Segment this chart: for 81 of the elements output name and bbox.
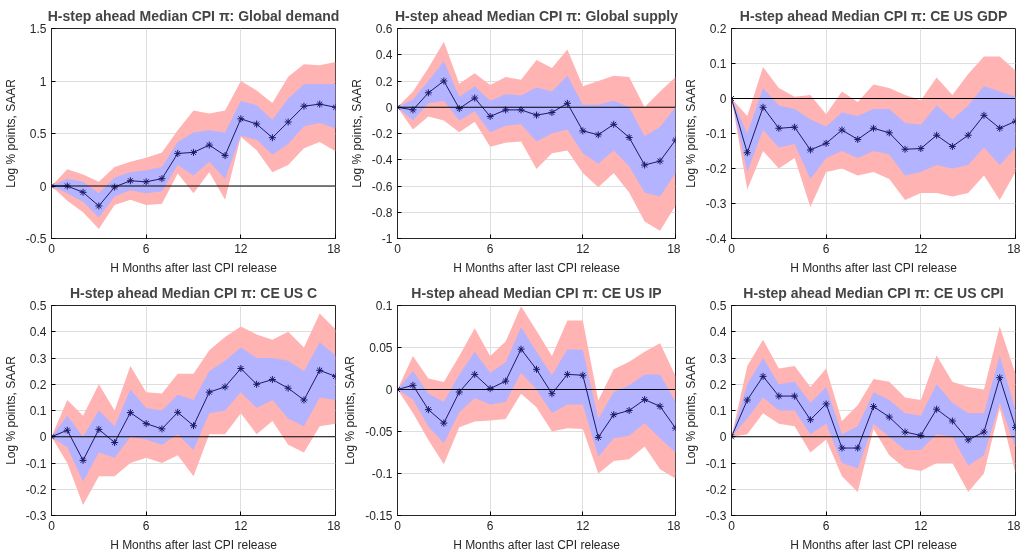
y-tick-label: 0.3	[709, 351, 727, 366]
x-axis-title: H Months after last CPI release	[110, 537, 278, 552]
y-tick-label: -0.4	[371, 153, 393, 168]
y-tick-label: -0.2	[705, 162, 727, 176]
y-tick-label: 0.05	[369, 341, 393, 355]
y-tick-label: -0.3	[705, 509, 727, 523]
x-axis-title: H Months after last CPI release	[790, 537, 958, 552]
chart-title: H-step ahead Median CPI π: CE US IP	[411, 284, 662, 301]
y-tick-label: -0.1	[705, 127, 727, 141]
y-tick-label: -0.2	[371, 127, 393, 141]
y-axis-title: Log % points, SAAR	[349, 78, 364, 188]
x-tick-label: 18	[327, 518, 341, 533]
x-tick-label: 12	[914, 241, 928, 256]
x-tick-label: 18	[667, 518, 681, 533]
y-tick-label: 0.5	[29, 299, 47, 313]
y-tick-label: 0.3	[29, 351, 47, 366]
y-tick-label: -0.15	[365, 509, 393, 523]
chart-title: H-step ahead Median CPI π: Global supply	[395, 7, 679, 24]
x-tick-label: 12	[234, 241, 248, 256]
y-tick-label: -0.2	[705, 482, 727, 497]
x-tick-label: 6	[142, 518, 150, 533]
x-tick-label: 18	[327, 241, 341, 256]
x-tick-label: 6	[142, 241, 150, 256]
y-tick-label: 0.2	[29, 377, 47, 392]
y-tick-label: -0.6	[371, 179, 393, 194]
y-tick-label: -0.1	[705, 456, 727, 471]
y-tick-label: 0.4	[29, 325, 47, 340]
chart-title: H-step ahead Median CPI π: CE US C	[69, 284, 318, 301]
x-tick-label: 18	[1007, 518, 1021, 533]
y-tick-label: 0.5	[709, 299, 727, 313]
y-tick-label: -0.05	[365, 425, 393, 439]
y-tick-label: 0	[719, 430, 727, 445]
y-axis-title: Log % points, SAAR	[3, 78, 18, 188]
y-tick-label: -0.2	[25, 482, 47, 497]
x-tick-label: 12	[576, 518, 590, 533]
y-tick-label: 0.1	[709, 57, 727, 71]
y-tick-label: 0.4	[709, 325, 727, 340]
y-tick-label: 0.1	[29, 404, 47, 418]
x-axis-title: H Months after last CPI release	[453, 537, 621, 552]
x-tick-label: 6	[822, 518, 830, 533]
y-tick-label: 0.2	[709, 22, 727, 36]
y-axis-title: Log % points, SAAR	[3, 355, 18, 465]
x-tick-label: 12	[914, 518, 928, 533]
y-tick-label: 0	[385, 100, 393, 115]
chart-title: H-step ahead Median CPI π: CE US CPI	[743, 284, 1004, 301]
x-axis-title: H Months after last CPI release	[790, 260, 958, 275]
y-tick-label: 0	[719, 92, 727, 106]
x-tick-label: 12	[576, 241, 590, 256]
x-tick-label: 18	[667, 241, 681, 256]
y-axis-title: Log % points, SAAR	[343, 355, 358, 465]
x-tick-label: 6	[486, 241, 494, 256]
x-tick-label: 6	[822, 241, 830, 256]
y-axis-title: Log % points, SAAR	[683, 355, 698, 465]
y-tick-label: 0.5	[29, 127, 47, 141]
x-tick-label: 6	[486, 518, 494, 533]
y-tick-label: 0.2	[375, 74, 393, 89]
y-tick-label: 0.6	[375, 22, 393, 36]
y-tick-label: -0.1	[371, 467, 393, 481]
y-tick-label: -0.1	[25, 456, 47, 471]
y-tick-label: 0	[385, 383, 393, 397]
y-tick-label: -0.4	[705, 232, 727, 246]
x-tick-label: 18	[1007, 241, 1021, 256]
y-tick-label: 1	[39, 74, 47, 89]
y-axis-title: Log % points, SAAR	[683, 78, 698, 188]
y-tick-label: 0.1	[709, 404, 727, 418]
y-tick-label: 0.2	[709, 377, 727, 392]
y-tick-label: 0	[39, 179, 47, 194]
y-tick-label: -0.3	[25, 509, 47, 523]
chart-title: H-step ahead Median CPI π: Global demand	[47, 7, 340, 24]
y-tick-label: -0.5	[25, 232, 47, 246]
y-tick-label: 0	[39, 430, 47, 445]
y-tick-label: 0.1	[375, 299, 393, 313]
x-tick-label: 12	[234, 518, 248, 533]
x-axis-title: H Months after last CPI release	[453, 260, 621, 275]
chart-title: H-step ahead Median CPI π: CE US GDP	[739, 7, 1008, 24]
y-tick-label: -0.8	[371, 205, 393, 220]
y-tick-label: -1	[381, 232, 393, 246]
y-tick-label: 0.4	[375, 48, 393, 63]
y-tick-label: 1.5	[29, 22, 47, 36]
y-tick-label: -0.3	[705, 197, 727, 211]
x-axis-title: H Months after last CPI release	[110, 260, 278, 275]
